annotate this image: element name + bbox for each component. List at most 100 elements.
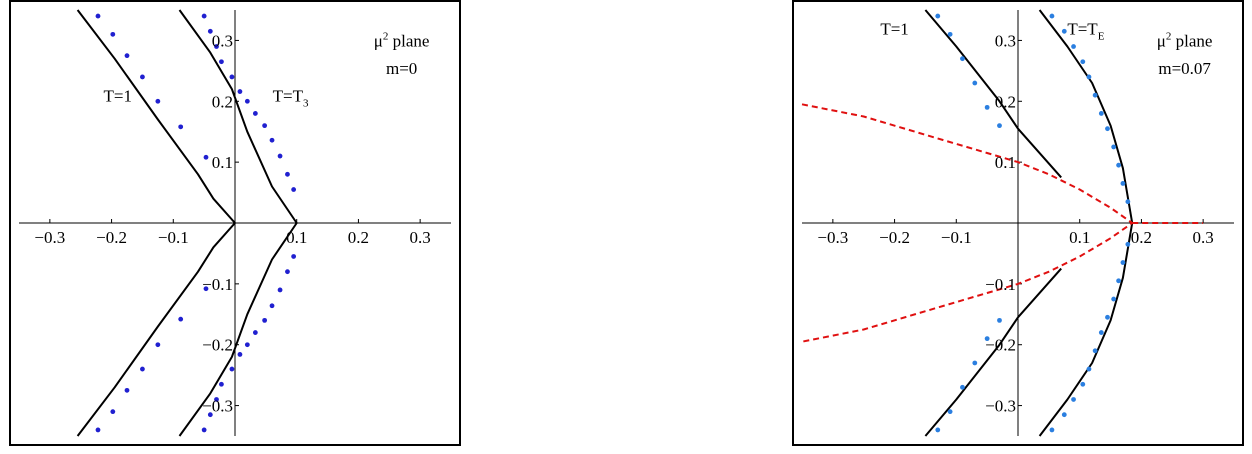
y-tick-label: 0.1 <box>212 153 233 172</box>
y-tick-label: 0.2 <box>995 92 1016 111</box>
x-tick-label: −0.1 <box>941 228 972 247</box>
data-point <box>972 360 978 366</box>
y-tick-label: −0.3 <box>202 397 233 416</box>
data-point <box>269 137 275 143</box>
x-tick-label: 0.3 <box>410 228 431 247</box>
data-point <box>124 387 130 393</box>
data-point <box>95 13 101 19</box>
data-point <box>124 53 130 59</box>
data-point <box>1071 44 1076 49</box>
data-point <box>110 409 116 415</box>
data-point <box>1098 330 1104 335</box>
data-point <box>203 154 209 160</box>
x-tick-label: −0.3 <box>817 228 848 247</box>
data-point <box>155 342 161 348</box>
data-point <box>178 124 184 130</box>
series-layer <box>76 9 298 437</box>
solid-curve <box>924 267 1062 437</box>
x-tick-label: −0.2 <box>879 228 910 247</box>
data-point <box>997 317 1002 323</box>
data-point <box>1092 92 1098 98</box>
data-point <box>960 56 965 62</box>
y-tick-label: −0.1 <box>985 275 1016 294</box>
data-point <box>947 409 953 415</box>
data-point <box>110 31 116 37</box>
solid-curve <box>76 9 236 437</box>
data-point <box>1086 74 1092 80</box>
y-tick-label: 0.3 <box>212 31 233 50</box>
plot-frame <box>9 0 461 446</box>
data-point <box>1071 397 1076 402</box>
dashed-curve <box>801 103 1134 343</box>
data-point <box>262 123 268 129</box>
y-tick-label: −0.2 <box>202 336 233 355</box>
data-point <box>1120 181 1126 186</box>
data-point <box>140 366 145 372</box>
data-point <box>244 342 250 348</box>
data-point <box>935 427 941 433</box>
x-tick-label: −0.1 <box>158 228 189 247</box>
x-tick-label: 0.1 <box>1069 228 1090 247</box>
labels-layer: −0.3 −0.2 −0.1 0.1 0.2 0.3 −0.3 −0.2 −0.1 0.1 0.2 0… <box>34 31 430 416</box>
data-point <box>291 254 297 259</box>
chart-right-m007: −0.3 −0.2 −0.1 0.1 0.2 0.3 −0.3 −0.2 −0.1 0.1 0.2 0… <box>792 0 1244 446</box>
data-point <box>201 13 207 19</box>
data-point <box>935 13 941 19</box>
annotation: T=1 <box>104 86 132 105</box>
data-point <box>1086 366 1092 372</box>
data-point <box>1125 241 1131 247</box>
data-point <box>291 187 297 192</box>
annotation: T=T3 <box>273 86 309 109</box>
data-point <box>244 98 250 104</box>
y-tick-label: −0.2 <box>985 336 1016 355</box>
series-layer <box>801 9 1204 437</box>
data-point <box>1098 111 1104 116</box>
data-point <box>960 384 965 390</box>
x-tick-label: 0.2 <box>1131 228 1152 247</box>
data-point <box>237 89 243 94</box>
data-point <box>269 303 275 309</box>
annotation: T=1 <box>880 19 908 38</box>
data-point <box>1111 296 1117 302</box>
x-tick-label: 0.3 <box>1193 228 1214 247</box>
data-point <box>203 286 209 292</box>
y-tick-label: 0.3 <box>995 31 1016 50</box>
annotation: m=0.07 <box>1158 59 1211 78</box>
annotation: m=0 <box>386 59 417 78</box>
data-point <box>229 74 235 80</box>
data-point <box>984 104 990 110</box>
labels-layer: −0.3 −0.2 −0.1 0.1 0.2 0.3 −0.3 −0.2 −0.1 0.1 0.2 0… <box>817 19 1213 415</box>
data-point <box>207 28 213 34</box>
x-tick-label: 0.1 <box>286 228 307 247</box>
data-point <box>214 397 219 402</box>
data-point <box>277 287 283 293</box>
data-point <box>95 427 101 433</box>
y-tick-label: −0.1 <box>202 275 233 294</box>
data-point <box>1111 144 1117 150</box>
data-point <box>997 123 1002 129</box>
plot-frame <box>792 0 1244 446</box>
data-point <box>1092 348 1098 354</box>
data-point <box>214 44 219 49</box>
data-point <box>155 98 161 104</box>
data-point <box>947 31 953 37</box>
data-point <box>1061 28 1067 34</box>
annotation: μ2 plane <box>374 31 430 51</box>
data-point <box>1105 314 1110 320</box>
data-point <box>1116 278 1121 284</box>
annotation: T=TE <box>1067 19 1104 42</box>
solid-curve <box>178 9 298 437</box>
data-point <box>140 74 145 80</box>
data-point <box>237 352 243 357</box>
chart-left-m0: −0.3 −0.2 −0.1 0.1 0.2 0.3 −0.3 −0.2 −0.1 0.1 0.2 0… <box>9 0 461 446</box>
data-point <box>252 111 258 116</box>
y-tick-label: 0.2 <box>212 92 233 111</box>
data-point <box>984 336 990 342</box>
data-point <box>285 269 290 275</box>
y-tick-label: −0.3 <box>985 397 1016 416</box>
data-point <box>972 80 978 86</box>
data-point <box>1105 126 1110 132</box>
data-point <box>252 330 258 335</box>
data-point <box>178 316 184 322</box>
x-tick-label: 0.2 <box>348 228 369 247</box>
